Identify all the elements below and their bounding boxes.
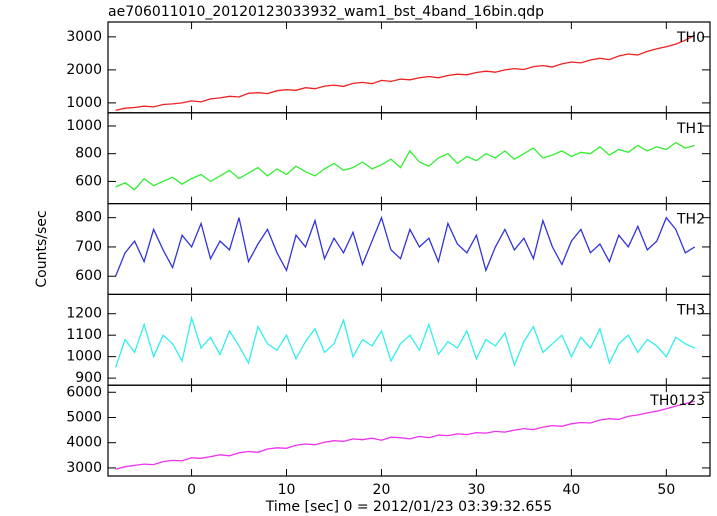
panel-label: TH3 xyxy=(676,302,705,318)
panel-label: TH2 xyxy=(676,212,705,228)
y-tick-label: 5000 xyxy=(66,409,102,425)
panel-frame xyxy=(107,384,711,477)
x-tick-label: 0 xyxy=(187,482,196,498)
x-tick-label: 50 xyxy=(657,482,675,498)
panel-frame xyxy=(107,21,711,114)
data-line xyxy=(114,215,696,277)
y-tick-label: 1100 xyxy=(66,327,102,343)
y-tick-label: 1200 xyxy=(66,306,102,322)
y-tick-label: 600 xyxy=(75,173,102,189)
x-tick-label: 40 xyxy=(562,482,580,498)
x-tick-label: 20 xyxy=(373,482,391,498)
y-tick-label: 4000 xyxy=(66,435,102,451)
panel-frame xyxy=(107,112,711,205)
x-tick-label: 30 xyxy=(468,482,486,498)
y-tick-label: 600 xyxy=(75,268,102,284)
data-line xyxy=(115,400,695,470)
data-line xyxy=(115,141,695,191)
y-tick-label: 700 xyxy=(75,239,102,255)
panel-frame xyxy=(107,203,711,296)
panel-label: TH0 xyxy=(676,30,705,46)
y-axis-label: Counts/sec xyxy=(34,210,50,287)
y-tick-label: 900 xyxy=(75,370,102,386)
x-axis-label: Time [sec] 0 = 2012/01/23 03:39:32.655 xyxy=(265,499,552,515)
x-tick-label: 10 xyxy=(278,482,296,498)
panel-label: TH0123 xyxy=(649,393,705,409)
y-tick-label: 1000 xyxy=(66,349,102,365)
y-tick-label: 1000 xyxy=(66,118,102,134)
y-tick-label: 800 xyxy=(75,146,102,162)
y-tick-label: 800 xyxy=(75,210,102,226)
data-line xyxy=(115,34,696,111)
y-tick-label: 2000 xyxy=(66,62,102,78)
y-tick-label: 3000 xyxy=(66,29,102,45)
chart-title: ae706011010_20120123033932_wam1_bst_4ban… xyxy=(108,4,544,20)
y-tick-label: 1000 xyxy=(66,95,102,111)
y-tick-label: 6000 xyxy=(66,384,102,400)
panel-label: TH1 xyxy=(676,121,705,137)
y-tick-label: 3000 xyxy=(66,460,102,476)
data-line xyxy=(114,315,696,368)
